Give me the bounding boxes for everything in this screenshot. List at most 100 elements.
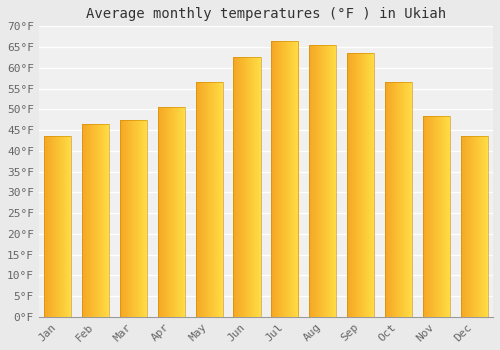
- Bar: [387, 82, 388, 317]
- Bar: [65, 136, 66, 317]
- Bar: [140, 120, 141, 317]
- Bar: [271, 41, 298, 317]
- Bar: [105, 124, 106, 317]
- Bar: [93, 124, 94, 317]
- Bar: [130, 120, 132, 317]
- Bar: [326, 45, 327, 317]
- Bar: [422, 116, 424, 317]
- Bar: [373, 53, 374, 317]
- Bar: [214, 82, 216, 317]
- Bar: [167, 107, 168, 317]
- Bar: [310, 45, 311, 317]
- Bar: [207, 82, 208, 317]
- Bar: [206, 82, 207, 317]
- Bar: [97, 124, 98, 317]
- Bar: [107, 124, 108, 317]
- Bar: [216, 82, 218, 317]
- Bar: [176, 107, 178, 317]
- Bar: [165, 107, 166, 317]
- Bar: [142, 120, 143, 317]
- Bar: [370, 53, 371, 317]
- Bar: [57, 136, 58, 317]
- Bar: [352, 53, 353, 317]
- Bar: [197, 82, 198, 317]
- Bar: [44, 136, 45, 317]
- Bar: [241, 57, 242, 317]
- Bar: [331, 45, 332, 317]
- Bar: [234, 57, 236, 317]
- Bar: [443, 116, 444, 317]
- Bar: [359, 53, 360, 317]
- Bar: [388, 82, 389, 317]
- Bar: [130, 120, 131, 317]
- Bar: [245, 57, 246, 317]
- Bar: [436, 116, 437, 317]
- Bar: [482, 136, 483, 317]
- Bar: [313, 45, 314, 317]
- Bar: [322, 45, 323, 317]
- Bar: [141, 120, 142, 317]
- Bar: [483, 136, 484, 317]
- Bar: [441, 116, 442, 317]
- Bar: [234, 57, 235, 317]
- Bar: [86, 124, 87, 317]
- Bar: [285, 41, 286, 317]
- Bar: [158, 107, 185, 317]
- Bar: [94, 124, 95, 317]
- Bar: [139, 120, 140, 317]
- Bar: [132, 120, 133, 317]
- Bar: [91, 124, 92, 317]
- Bar: [403, 82, 404, 317]
- Bar: [309, 45, 336, 317]
- Bar: [246, 57, 247, 317]
- Bar: [444, 116, 445, 317]
- Bar: [399, 82, 400, 317]
- Bar: [196, 82, 223, 317]
- Bar: [123, 120, 124, 317]
- Title: Average monthly temperatures (°F ) in Ukiah: Average monthly temperatures (°F ) in Uk…: [86, 7, 446, 21]
- Bar: [234, 57, 260, 317]
- Bar: [487, 136, 488, 317]
- Bar: [158, 107, 159, 317]
- Bar: [432, 116, 433, 317]
- Bar: [462, 136, 464, 317]
- Bar: [364, 53, 366, 317]
- Bar: [64, 136, 66, 317]
- Bar: [395, 82, 396, 317]
- Bar: [424, 116, 426, 317]
- Bar: [389, 82, 390, 317]
- Bar: [164, 107, 165, 317]
- Bar: [312, 45, 313, 317]
- Bar: [422, 116, 450, 317]
- Bar: [92, 124, 93, 317]
- Bar: [162, 107, 163, 317]
- Bar: [283, 41, 284, 317]
- Bar: [368, 53, 369, 317]
- Bar: [251, 57, 252, 317]
- Bar: [102, 124, 103, 317]
- Bar: [315, 45, 316, 317]
- Bar: [209, 82, 210, 317]
- Bar: [280, 41, 281, 317]
- Bar: [90, 124, 91, 317]
- Bar: [366, 53, 368, 317]
- Bar: [174, 107, 176, 317]
- Bar: [258, 57, 260, 317]
- Bar: [143, 120, 144, 317]
- Bar: [160, 107, 161, 317]
- Bar: [54, 136, 55, 317]
- Bar: [121, 120, 122, 317]
- Bar: [58, 136, 59, 317]
- Bar: [95, 124, 96, 317]
- Bar: [237, 57, 238, 317]
- Bar: [272, 41, 274, 317]
- Bar: [290, 41, 291, 317]
- Bar: [52, 136, 53, 317]
- Bar: [133, 120, 134, 317]
- Bar: [257, 57, 258, 317]
- Bar: [297, 41, 298, 317]
- Bar: [477, 136, 478, 317]
- Bar: [329, 45, 330, 317]
- Bar: [204, 82, 205, 317]
- Bar: [357, 53, 358, 317]
